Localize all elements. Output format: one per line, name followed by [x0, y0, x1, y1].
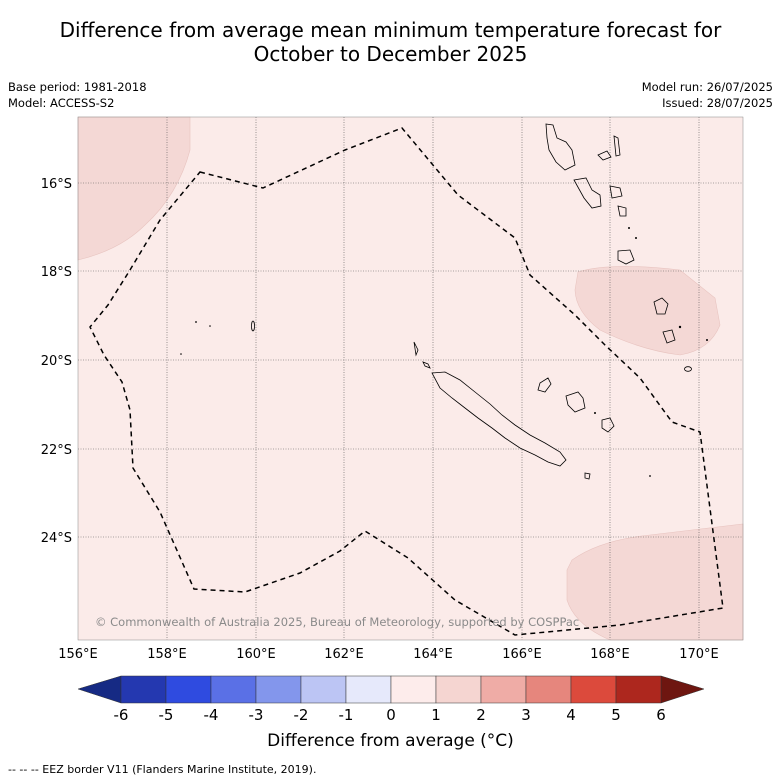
colorbar-segment [165, 675, 212, 704]
colorbar-tick-label: 5 [611, 706, 621, 724]
lifou-island [565, 391, 586, 413]
colorbar-tick-label: 4 [566, 706, 576, 724]
espiritu-santo-island [545, 123, 576, 171]
colorbar-segment [120, 675, 167, 704]
colorbar-tick-label: 6 [656, 706, 666, 724]
lon-label: 166°E [502, 647, 542, 662]
colorbar-segment [345, 675, 392, 704]
title-line-1: Difference from average mean minimum tem… [59, 18, 722, 42]
map-title: Difference from average mean minimum tem… [0, 18, 781, 66]
model-name: Model: ACCESS-S2 [8, 96, 115, 110]
colorbar-segment [210, 675, 257, 704]
colorbar-tick-label: -1 [339, 706, 354, 724]
malakula-island [573, 177, 602, 209]
colorbar-segment [390, 675, 437, 704]
new-caledonia-island [431, 371, 567, 467]
chesterfield-islands [251, 320, 255, 332]
eez-border [89, 127, 724, 636]
colorbar-tick-label: -3 [249, 706, 264, 724]
tanna-island [662, 329, 676, 344]
base-period: Base period: 1981-2018 [8, 80, 147, 94]
latitude-labels: 16°S 18°S 20°S 22°S 24°S [41, 177, 72, 546]
lon-label: 164°E [413, 647, 453, 662]
colorbar-title: Difference from average (°C) [267, 731, 514, 751]
map-frame [77, 116, 744, 641]
small-isle-1 [422, 361, 431, 369]
eez-legend: -- -- -- EEZ border V11 (Flanders Marine… [8, 763, 317, 776]
colorbar-tick-label: 2 [476, 706, 486, 724]
epi-island [617, 205, 627, 217]
ambrym-island [609, 185, 623, 199]
colorbar-extend-low [77, 675, 122, 704]
lon-label: 160°E [236, 647, 276, 662]
ouvea-island [537, 377, 552, 393]
colorbar-tick-label: 1 [431, 706, 441, 724]
colorbar-tick-label: -4 [204, 706, 219, 724]
anomaly-region-east [574, 266, 721, 356]
lon-label: 156°E [58, 647, 98, 662]
colorbar-segment [570, 675, 617, 704]
colorbar-segment [435, 675, 482, 704]
colorbar-tick-label: -6 [114, 706, 129, 724]
matthew-island [684, 366, 692, 372]
meta-right: Model run: 26/07/2025 Issued: 28/07/2025 [642, 79, 773, 111]
efate-island [617, 249, 635, 265]
lat-label: 22°S [41, 443, 72, 458]
lon-label: 170°E [679, 647, 719, 662]
model-run: Model run: 26/07/2025 [641, 80, 773, 94]
anomaly-region-northwest [77, 116, 191, 261]
colorbar-segment [480, 675, 527, 704]
gridlines [78, 117, 743, 640]
isle-of-pines [584, 472, 591, 480]
maewo-island [613, 135, 621, 157]
lat-label: 24°S [41, 531, 72, 546]
colorbar-segment [300, 675, 347, 704]
lat-label: 16°S [41, 177, 72, 192]
longitude-labels: 156°E 158°E 160°E 162°E 164°E 166°E 168°… [58, 647, 719, 662]
lon-label: 168°E [590, 647, 630, 662]
colorbar: -6 -5 -4 -3 -2 -1 0 1 2 3 4 5 6 [77, 675, 705, 724]
ambae-island [597, 150, 612, 161]
belep-islands [413, 341, 419, 357]
colorbar-tick-label: -5 [159, 706, 174, 724]
colorbar-segment [525, 675, 572, 704]
colorbar-tick-label: -2 [294, 706, 309, 724]
colorbar-segment [615, 675, 662, 704]
colorbar-tick-label: 0 [386, 706, 396, 724]
issued-date: Issued: 28/07/2025 [662, 96, 773, 110]
lat-label: 20°S [41, 354, 72, 369]
copyright-text: © Commonwealth of Australia 2025, Bureau… [95, 615, 579, 629]
mare-island [601, 417, 615, 433]
lon-label: 162°E [324, 647, 364, 662]
colorbar-extend-high [660, 675, 705, 704]
small-islets [180, 227, 708, 477]
title-line-2: October to December 2025 [253, 42, 528, 66]
meta-left: Base period: 1981-2018 Model: ACCESS-S2 [8, 79, 147, 111]
erromango-island [653, 297, 669, 315]
colorbar-tick-label: 3 [521, 706, 531, 724]
lat-label: 18°S [41, 265, 72, 280]
lon-label: 158°E [147, 647, 187, 662]
colorbar-segment [255, 675, 302, 704]
